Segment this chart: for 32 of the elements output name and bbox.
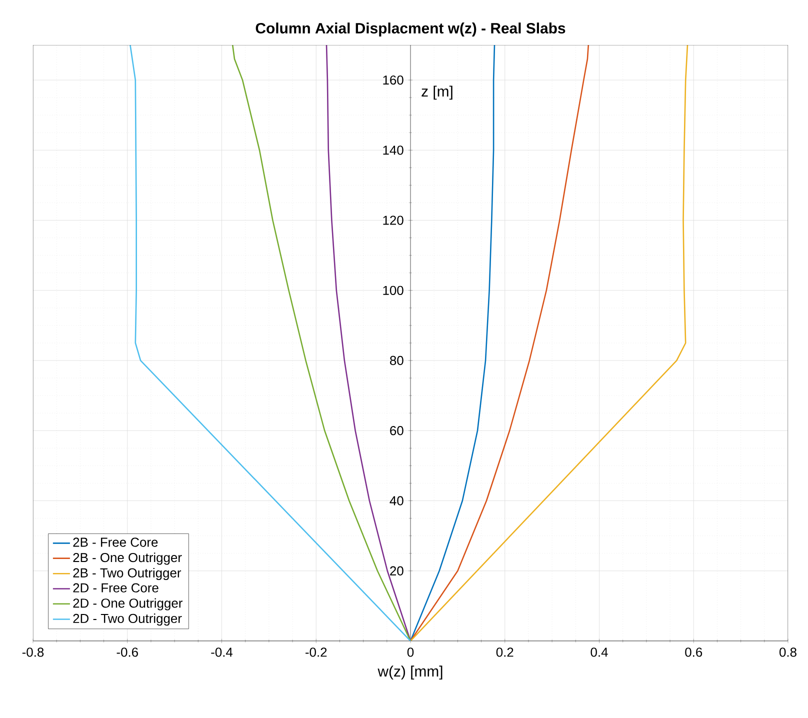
x-tick-label: 0.8: [780, 648, 796, 657]
line-series: [130, 44, 412, 641]
legend-label: 2B - Two Outrigger: [73, 568, 182, 580]
x-tick-label: -0.6: [116, 648, 138, 657]
x-tick-label: 0.6: [685, 648, 702, 657]
x-tick-label: -0.4: [211, 648, 233, 657]
legend-label: 2B - Free Core: [73, 538, 158, 547]
y-tick-label: 160: [383, 75, 404, 85]
chart-title: Column Axial Displacment w(z) - Real Slabs: [256, 22, 566, 36]
line-series: [410, 44, 688, 641]
legend-label: 2D - Free Core: [73, 583, 158, 592]
y-tick-label: 80: [390, 356, 404, 366]
line-series: [410, 44, 590, 641]
x-tick-label: -0.8: [22, 648, 44, 657]
x-tick-label: 0.4: [590, 648, 608, 657]
y-tick-label: 120: [383, 216, 404, 225]
x-tick-label: 0.2: [496, 648, 514, 657]
legend-label: 2B - One Outrigger: [73, 552, 182, 565]
y-tick-label: 140: [383, 146, 404, 155]
x-tick-label: 0: [407, 648, 414, 657]
line-series: [232, 44, 412, 641]
y-tick-label: 100: [383, 286, 404, 295]
y-axis-title: z [m]: [422, 86, 452, 100]
y-tick-label: 60: [390, 426, 404, 436]
x-tick-label: -0.2: [306, 648, 327, 657]
y-tick-label: 40: [390, 496, 404, 506]
legend-label: 2D - Two Outrigger: [73, 614, 182, 626]
line-series: [410, 44, 496, 641]
legend-label: 2D - One Outrigger: [73, 598, 182, 610]
line-series: [326, 44, 412, 641]
y-tick-label: 20: [390, 566, 404, 576]
x-axis-title: w(z) [mm]: [378, 666, 442, 680]
